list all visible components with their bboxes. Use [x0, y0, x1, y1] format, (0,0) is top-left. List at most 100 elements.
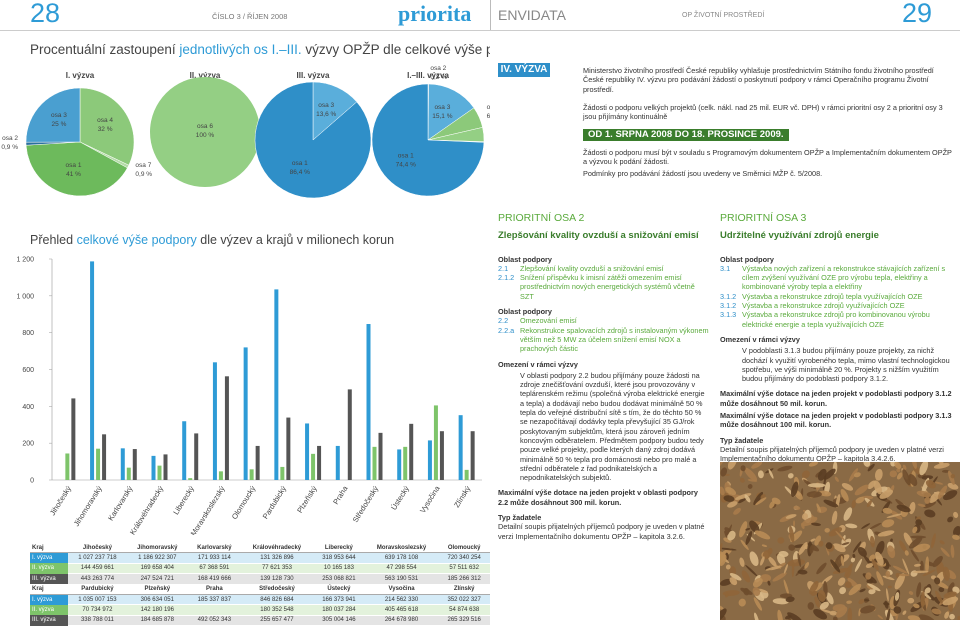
wood-chip	[759, 574, 772, 583]
wood-chip	[920, 601, 926, 606]
table-cell: 1 035 007 153	[68, 594, 127, 606]
wood-chip	[835, 530, 846, 542]
bar	[243, 347, 248, 480]
heading: Typ žadatele	[498, 513, 542, 523]
slice-value: 86,4 %	[290, 169, 310, 176]
wood-chip	[943, 591, 957, 599]
wood-chip	[752, 586, 761, 597]
pie-title: I.–III. výzva	[407, 71, 449, 80]
wood-chip	[744, 467, 758, 482]
wood-chip	[942, 566, 950, 581]
wood-chip	[784, 563, 789, 574]
wood-chip	[848, 583, 862, 596]
slice-value: 6,1 %	[487, 113, 490, 120]
wood-chip	[939, 540, 945, 545]
wood-chip	[720, 578, 733, 586]
code: 2.1	[498, 263, 509, 273]
table-cell: II. výzva	[30, 563, 69, 574]
wood-chip	[877, 614, 884, 620]
wood-chip	[744, 494, 751, 503]
table-row: I. výzva 1 027 237 718 1 186 922 307 171 93…	[30, 552, 490, 564]
wood-chip	[911, 462, 917, 469]
x-tick-label: Pardubický	[261, 484, 288, 520]
wood-chip	[908, 473, 918, 486]
wood-chip	[853, 472, 861, 478]
bar	[274, 289, 279, 480]
wood-chip	[828, 527, 843, 537]
wood-chip	[740, 465, 746, 472]
text: Výstavba a rekonstrukce zdrojů tepla vyu…	[742, 291, 923, 301]
wood-chip	[813, 609, 828, 620]
wood-chip	[798, 541, 808, 556]
wood-chip	[934, 577, 941, 585]
slice-label: osa 3	[434, 104, 450, 111]
wood-chip	[725, 486, 737, 496]
issue: ČÍSLO 3 / ŘÍJEN 2008	[212, 12, 288, 21]
table-cell: Ústecký	[313, 584, 365, 595]
osa2-column: PRIORITNÍ OSA 2 Zlepšování kvality ovzdu…	[498, 212, 710, 544]
wood-chip	[807, 602, 815, 610]
wood-chip	[896, 472, 903, 480]
bar	[403, 446, 408, 480]
table-cell: 352 022 327	[438, 594, 490, 606]
table-cell: Praha	[187, 584, 241, 595]
pie-title: I. výzva	[66, 71, 95, 80]
bar	[212, 362, 217, 480]
bar	[366, 324, 371, 480]
wood-chip	[844, 563, 853, 578]
wood-chip	[739, 557, 745, 567]
wood-chip	[740, 587, 753, 595]
wood-chip	[843, 507, 853, 521]
slice-label: osa 1	[398, 152, 414, 159]
wood-chip	[760, 556, 765, 566]
x-tick-label: Moravskoslezský	[189, 484, 227, 535]
wood-chip	[749, 551, 759, 567]
wood-chip	[854, 558, 863, 572]
wood-chip	[904, 550, 909, 556]
wood-chip	[810, 590, 818, 596]
wood-chip	[733, 507, 741, 515]
wood-chip	[917, 503, 926, 508]
table-cell: 264 678 980	[364, 615, 439, 626]
code: 3.1.3	[720, 310, 737, 320]
wood-chip	[777, 537, 785, 544]
item: 2.1.2 Snížení příspěvku k imisní zátěži o…	[498, 273, 710, 301]
x-tick-label: Olomoucký	[230, 484, 258, 521]
slice-value: 25 %	[52, 121, 67, 128]
wood-chip	[929, 491, 941, 503]
wood-chip	[944, 611, 950, 619]
table-cell: 185 266 312	[438, 573, 490, 585]
x-tick-label: Jihočeský	[48, 484, 73, 517]
text: Omezování emisí	[520, 316, 577, 326]
table-cell: 265 329 516	[438, 615, 490, 626]
wood-chip	[765, 565, 782, 571]
wood-chip	[912, 526, 918, 534]
wood-chip	[749, 520, 760, 533]
wood-chip	[858, 599, 865, 605]
wood-chip	[840, 488, 849, 502]
table-cell: 846 826 684	[240, 594, 314, 606]
wood-chip	[758, 588, 768, 594]
wood-chip	[847, 607, 853, 620]
wood-chip	[868, 588, 876, 595]
table-row: III. výzva 443 263 774 247 524 721 168 419 …	[30, 573, 490, 585]
wood-chip	[950, 474, 956, 479]
code: 2.2.a	[498, 325, 515, 335]
wood-chip	[860, 605, 876, 614]
axis-label: PRIORITNÍ OSA 2	[498, 212, 585, 224]
wood-chip	[802, 513, 808, 520]
page-number: 29	[902, 0, 933, 28]
wood-chip	[823, 468, 836, 480]
page-number: 28	[30, 0, 61, 28]
wood-chip	[818, 490, 832, 497]
bar	[194, 433, 199, 480]
paragraph: V oblasti podpory 2.2 budou přijímány po…	[520, 370, 705, 483]
table-cell: 77 621 353	[240, 563, 314, 575]
wood-chip	[832, 567, 850, 574]
wood-chip	[879, 489, 893, 499]
wood-chip	[947, 482, 959, 490]
heading: Oblast podpory	[720, 254, 774, 264]
table-cell: 214 562 330	[364, 594, 439, 606]
wood-chip	[762, 550, 771, 560]
y-tick-label: 1 200	[16, 257, 34, 264]
